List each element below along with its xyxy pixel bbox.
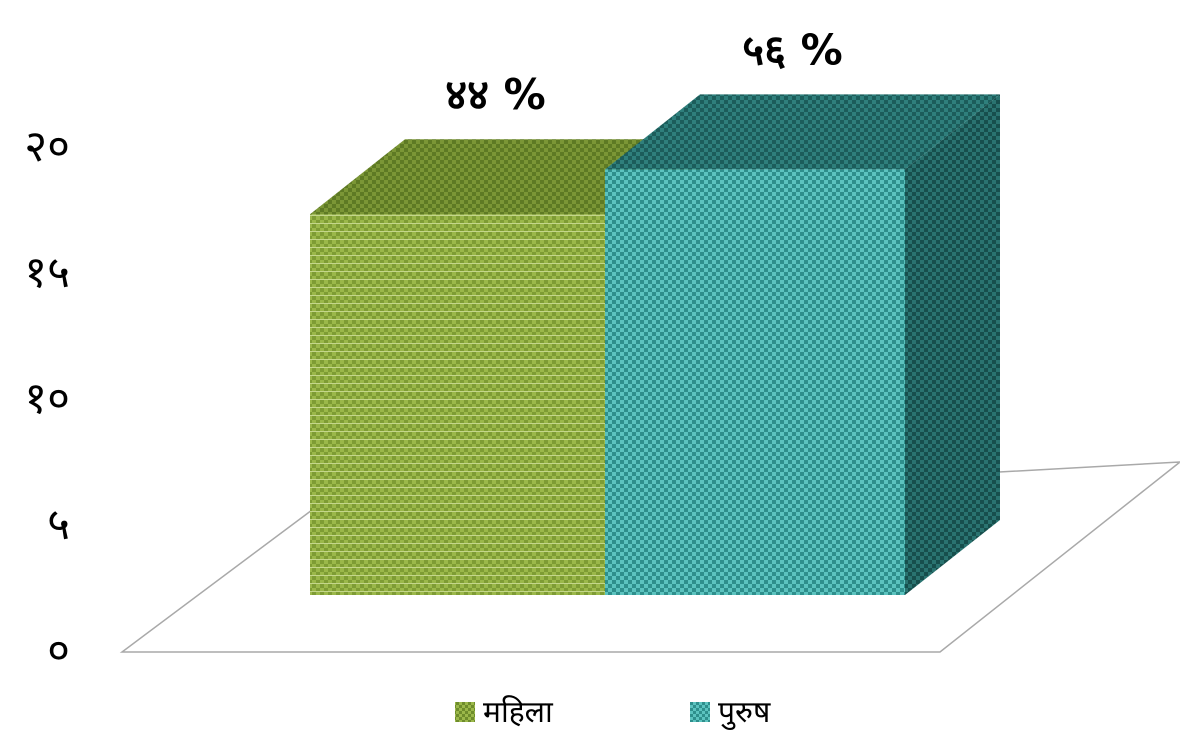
legend-swatch	[690, 702, 710, 722]
y-tick-label: २०	[24, 121, 70, 172]
chart-floor	[119, 461, 1180, 653]
y-tick-label: १५	[24, 247, 70, 298]
legend: महिला पुरुष	[455, 695, 771, 731]
bar-top	[605, 94, 1000, 170]
y-tick-label: १०	[24, 373, 70, 424]
data-label: ५६ %	[742, 25, 842, 74]
y-tick-label: ०	[47, 625, 70, 676]
bar-side	[905, 94, 1000, 596]
data-labels: ४४ % ५६ %	[445, 25, 842, 119]
y-axis-ticks: ० ५ १० १५ २०	[24, 121, 70, 676]
legend-swatch	[455, 702, 475, 722]
bars	[310, 94, 1000, 596]
data-label: ४४ %	[445, 70, 545, 119]
legend-label: पुरुष	[718, 695, 771, 731]
bar-front	[310, 214, 606, 595]
legend-label: महिला	[483, 695, 554, 730]
bar-top	[310, 139, 701, 215]
bar-front	[605, 169, 905, 595]
bar-2	[605, 94, 1000, 596]
y-tick-label: ५	[47, 499, 70, 550]
